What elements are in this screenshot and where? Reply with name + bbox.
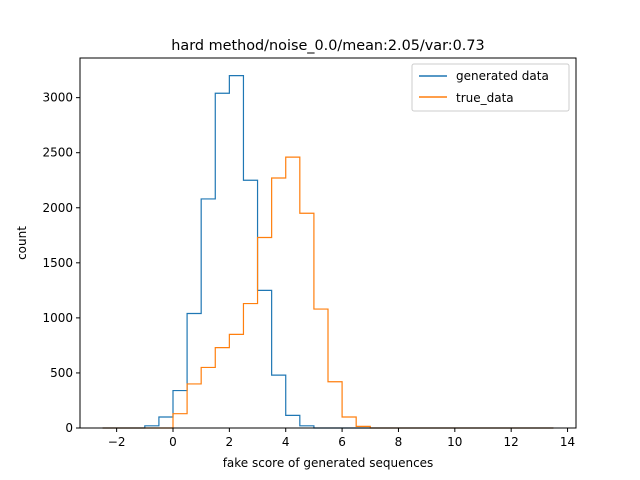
y-axis: 0 500 1000 1500 2000 2500 3000 (42, 91, 80, 435)
x-tick-label: 0 (169, 435, 177, 449)
chart-title: hard method/noise_0.0/mean:2.05/var:0.73 (171, 38, 484, 54)
y-tick-label: 3000 (42, 91, 73, 105)
legend: generated data true_data (411, 63, 570, 112)
y-tick-label: 500 (50, 366, 73, 380)
y-tick-label: 0 (65, 421, 73, 435)
y-axis-label: count (15, 226, 29, 260)
legend-label-generated-data: generated data (456, 69, 549, 83)
legend-label-true-data: true_data (456, 91, 514, 105)
x-tick-label: 4 (282, 435, 290, 449)
x-tick-label: 10 (447, 435, 462, 449)
y-tick-label: 2000 (42, 201, 73, 215)
x-axis-label: fake score of generated sequences (223, 456, 434, 470)
x-tick-label: 6 (338, 435, 346, 449)
x-tick-label: −2 (108, 435, 126, 449)
legend-box (411, 63, 570, 112)
x-tick-label: 8 (395, 435, 403, 449)
x-tick-label: 2 (226, 435, 234, 449)
x-axis: −2 0 2 4 6 8 10 12 14 (108, 428, 575, 449)
y-tick-label: 2500 (42, 146, 73, 160)
plot-frame (79, 57, 577, 429)
x-tick-label: 14 (560, 435, 575, 449)
y-tick-label: 1500 (42, 256, 73, 270)
x-tick-label: 12 (504, 435, 519, 449)
y-tick-label: 1000 (42, 311, 73, 325)
